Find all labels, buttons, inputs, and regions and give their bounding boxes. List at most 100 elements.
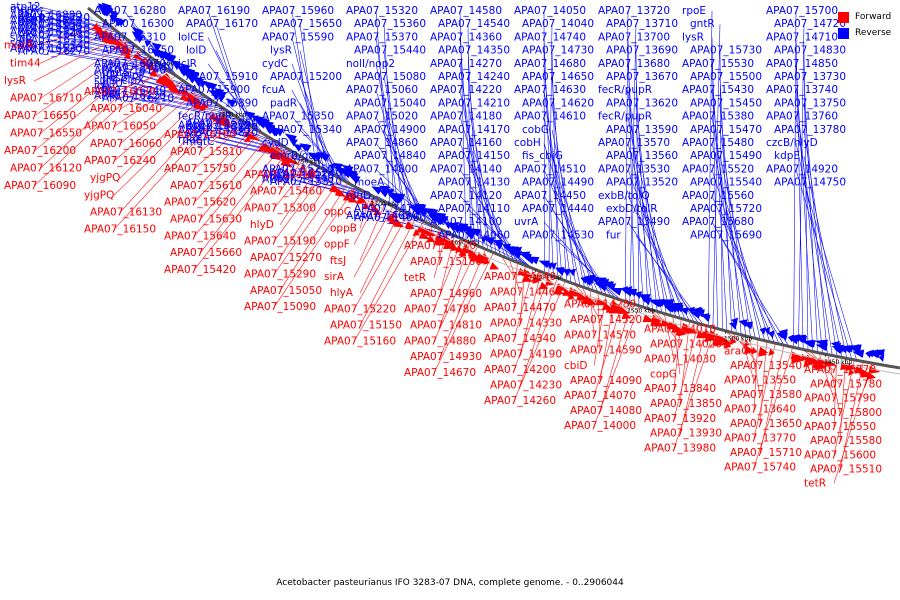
- reverse-gene-label: APA07_15650: [270, 18, 342, 30]
- reverse-gene-label-connector: [711, 37, 718, 329]
- reverse-gene-arrow: [299, 143, 310, 152]
- forward-gene-label-connector: [593, 300, 623, 397]
- forward-gene-label: APA07_15790: [804, 393, 876, 405]
- reverse-gene-label: APA07_16500: [10, 21, 82, 33]
- reverse-gene-label: APA07_15360: [354, 18, 426, 30]
- reverse-gene-arrow: [269, 128, 279, 137]
- forward-gene-label: copG: [650, 368, 677, 380]
- reverse-gene-label: APA07_15910: [186, 71, 258, 83]
- forward-gene-arrow: [184, 94, 193, 103]
- reverse-gene-label: APA07_15520: [682, 163, 754, 175]
- forward-gene-label-connector: [439, 242, 471, 326]
- reverse-gene-label: APA07_14040: [522, 18, 594, 30]
- reverse-gene-label: APA07_13720: [598, 5, 670, 17]
- reverse-gene-label: APA07_14140: [430, 163, 502, 175]
- forward-gene-label-connector: [39, 40, 129, 99]
- forward-gene-label-connector: [513, 262, 518, 309]
- forward-gene-label: APA07_16550: [10, 128, 82, 140]
- reverse-gene-arrow: [429, 209, 437, 217]
- reverse-gene-label: APA07_14920: [766, 163, 838, 175]
- forward-gene-label: yjgPQ: [90, 172, 120, 184]
- reverse-gene-label: APA07_15840: [186, 122, 258, 134]
- forward-gene-label: APA07_14780: [404, 304, 476, 316]
- forward-gene-label: APA07_16120: [10, 163, 82, 175]
- reverse-gene-arrow: [414, 203, 427, 212]
- forward-gene-arrow: [848, 368, 854, 376]
- reverse-gene-arrow: [866, 350, 880, 359]
- forward-gene-label: tim44: [10, 57, 41, 69]
- reverse-gene-label: APA07_13740: [766, 84, 838, 96]
- forward-gene-label: APA07_13580: [730, 389, 802, 401]
- reverse-gene-label-connector: [635, 156, 676, 318]
- reverse-gene-arrow: [802, 339, 814, 348]
- reverse-gene-label: nolI/nop2: [346, 58, 395, 70]
- reverse-gene-label: APA07_13560: [606, 150, 678, 162]
- reverse-gene-label: APA07_15020: [346, 111, 418, 123]
- reverse-gene-label-connector: [635, 129, 667, 315]
- reverse-gene-label-connector: [635, 182, 686, 320]
- forward-gene-label-connector: [519, 277, 558, 386]
- forward-gene-label-connector: [33, 55, 150, 152]
- forward-gene-label: APA07_14930: [410, 351, 482, 363]
- reverse-gene-label: APA07_13530: [598, 163, 670, 175]
- scale-tick-label: 1750 kbp: [293, 158, 321, 165]
- forward-gene-label: yjgPQ: [84, 189, 114, 201]
- reverse-gene-label: APA07_16190: [178, 5, 250, 17]
- reverse-gene-label: APA07_14160: [430, 137, 502, 149]
- reverse-gene-label: APA07_14850: [766, 58, 838, 70]
- reverse-gene-label: APA07_16310: [94, 31, 166, 43]
- reverse-gene-arrow: [334, 166, 346, 176]
- reverse-gene-label: fecR/pupR: [178, 111, 232, 123]
- reverse-gene-label: czcA: [186, 132, 211, 144]
- forward-gene-label: araC: [724, 345, 749, 357]
- forward-gene-label: APA07_15620: [164, 197, 236, 209]
- forward-gene-label: APA07_15410: [244, 169, 316, 181]
- forward-gene-label-connector: [593, 305, 640, 427]
- scale-tick-label: 1550 kbp: [627, 308, 655, 315]
- scale-tick-label: 1650 kbp: [451, 240, 479, 247]
- reverse-gene-label: kdpE: [774, 150, 800, 162]
- forward-gene-arrow: [190, 94, 203, 105]
- reverse-gene-label-connector: [635, 103, 658, 312]
- reverse-gene-label: APA07_14130: [438, 177, 510, 189]
- forward-gene-arrow: [768, 348, 775, 356]
- reverse-gene-label-connector: [711, 90, 737, 334]
- forward-gene-label: APA07_16160: [164, 129, 236, 141]
- forward-gene-arrow: [94, 26, 103, 35]
- reverse-gene-label: APA07_14270: [430, 58, 502, 70]
- forward-gene-label: hlyD: [250, 219, 274, 231]
- forward-gene-label-connector: [501, 255, 515, 278]
- reverse-gene-arrow: [440, 216, 449, 224]
- forward-gene-label-connector: [119, 104, 219, 213]
- forward-gene-label-connector: [193, 140, 275, 237]
- forward-gene-label-connector: [119, 85, 191, 145]
- reverse-gene-label-connector: [795, 63, 814, 352]
- scale-tick-label: 1600 kbp: [533, 274, 561, 281]
- reverse-gene-label: mutS: [102, 67, 130, 79]
- reverse-gene-label: fecR/pupR: [598, 84, 652, 96]
- reverse-gene-label-connector: [803, 129, 838, 357]
- forward-gene-label: APA07_15610: [170, 180, 242, 192]
- forward-gene-label-connector: [113, 70, 170, 93]
- reverse-gene-label: APA07_15370: [346, 31, 418, 43]
- scale-tick-label: 1450 kbp: [824, 359, 852, 366]
- reverse-gene-label: APA07_14240: [438, 71, 510, 83]
- reverse-gene-arrow: [180, 69, 189, 77]
- reverse-gene-label-connector: [47, 12, 120, 34]
- forward-gene-arrow: [567, 292, 575, 301]
- reverse-gene-label-connector: [123, 75, 207, 97]
- reverse-gene-label-connector: [459, 116, 501, 256]
- reverse-gene-arrow: [625, 288, 638, 297]
- reverse-gene-arrow: [583, 275, 592, 283]
- reverse-gene-label-connector: [543, 169, 599, 293]
- reverse-gene-arrow: [109, 14, 118, 23]
- reverse-gene-label: APA07_15590: [262, 31, 334, 43]
- reverse-gene-arrow: [481, 236, 495, 246]
- forward-gene-label: APA07_13540: [730, 360, 802, 372]
- reverse-gene-label: APA07_15700: [766, 5, 838, 17]
- reverse-gene-arrow: [759, 327, 766, 335]
- forward-gene-arrow: [342, 193, 352, 201]
- reverse-gene-label: APA07_16270: [18, 46, 90, 58]
- reverse-gene-arrow: [528, 257, 540, 265]
- reverse-gene-label: hesB: [102, 72, 128, 84]
